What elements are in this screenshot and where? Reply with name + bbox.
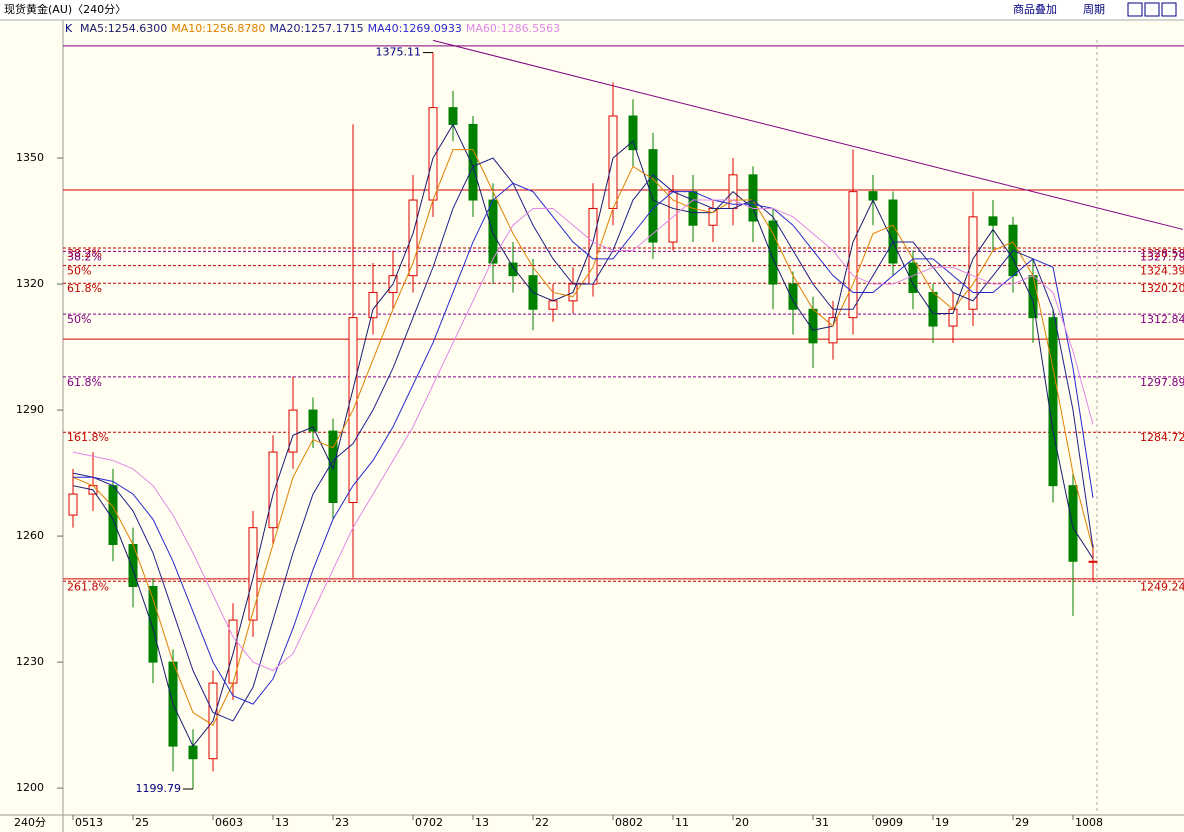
candle-body xyxy=(368,291,378,319)
x-tick-label: 19 xyxy=(935,816,949,829)
ma-line xyxy=(72,157,1094,722)
ma-line xyxy=(72,149,1094,726)
x-tick-label: 1008 xyxy=(1075,816,1103,829)
overlay-button[interactable]: 商品叠加 xyxy=(1013,2,1057,16)
candle-body xyxy=(508,262,518,277)
fib-value: 1249.24 xyxy=(1140,580,1184,593)
nav-right[interactable] xyxy=(1161,2,1177,17)
fib-value: 1324.39 xyxy=(1140,265,1184,278)
ma-line xyxy=(72,199,1094,672)
legend-entry: MA20:1257.1715 xyxy=(269,22,363,35)
x-tick-label: 20 xyxy=(735,816,749,829)
candle-body xyxy=(408,199,418,277)
candle-body xyxy=(868,191,878,201)
ma-line xyxy=(72,123,1094,748)
fib-value: 1312.84 xyxy=(1140,313,1184,326)
candle-body xyxy=(548,300,558,310)
candle-body xyxy=(268,451,278,529)
nav-both[interactable] xyxy=(1144,2,1160,17)
high-annotation: 1375.11 xyxy=(376,46,422,59)
indicator-label: K xyxy=(65,22,73,35)
candle-body xyxy=(1028,275,1038,319)
low-annotation: 1199.79 xyxy=(136,782,182,795)
x-tick-label: 25 xyxy=(135,816,149,829)
trendline xyxy=(432,39,1184,230)
x-tick-label: 0909 xyxy=(875,816,903,829)
candle-body xyxy=(788,283,798,310)
candle-body xyxy=(828,317,838,344)
candle-body xyxy=(148,585,158,663)
candle-body xyxy=(948,308,958,327)
fib-value: 1297.89 xyxy=(1140,376,1184,389)
period-label: 240分 xyxy=(14,816,46,829)
fib-value: 1327.79 xyxy=(1140,250,1184,263)
header-bar xyxy=(0,0,1184,20)
y-tick-label: 1290 xyxy=(16,403,44,416)
candle-body xyxy=(608,115,618,209)
fib-value: 1284.72 xyxy=(1140,431,1184,444)
x-tick-label: 11 xyxy=(675,816,689,829)
candle-body xyxy=(768,220,778,285)
fib-value: 1328.58 xyxy=(1140,247,1184,260)
y-tick-label: 1260 xyxy=(16,529,44,542)
nav-icons xyxy=(1127,2,1177,17)
fib-label: 261.8% xyxy=(67,580,109,593)
ma-line xyxy=(73,182,1094,705)
nav-left[interactable] xyxy=(1127,2,1143,17)
fib-label: 50% xyxy=(67,265,91,278)
legend-entry: MA10:1256.8780 xyxy=(171,22,265,35)
candle-body xyxy=(628,115,638,151)
candle-body xyxy=(468,123,478,201)
chart-title: 现货黄金(AU)〈240分〉 xyxy=(4,2,126,16)
candle-body xyxy=(248,527,258,621)
x-tick-label: 13 xyxy=(475,816,489,829)
candle-body xyxy=(68,493,78,516)
y-tick-label: 1230 xyxy=(16,655,44,668)
fib-label: 38.2% xyxy=(67,247,102,260)
candle-body xyxy=(988,216,998,226)
x-tick-label: 0513 xyxy=(75,816,103,829)
fib-value: 1320.20 xyxy=(1140,282,1184,295)
candle-body xyxy=(1088,560,1098,563)
candle-body xyxy=(1048,317,1058,487)
y-tick-label: 1350 xyxy=(16,151,44,164)
x-tick-label: 31 xyxy=(815,816,829,829)
x-tick-label: 29 xyxy=(1015,816,1029,829)
candle-body xyxy=(448,107,458,125)
candle-body xyxy=(288,409,298,453)
y-tick-label: 1200 xyxy=(16,781,44,794)
x-tick-label: 13 xyxy=(275,816,289,829)
period-button[interactable]: 周期 xyxy=(1083,3,1105,16)
y-tick-label: 1320 xyxy=(16,277,44,290)
candle-body xyxy=(848,191,858,319)
x-tick-label: 0603 xyxy=(215,816,243,829)
candle-body xyxy=(1068,485,1078,562)
x-tick-label: 22 xyxy=(535,816,549,829)
fib-label: 61.8% xyxy=(67,282,102,295)
fib-label: 50% xyxy=(67,313,91,326)
candle-body xyxy=(308,409,318,432)
candle-body xyxy=(588,207,598,285)
legend-entry: MA5:1254.6300 xyxy=(80,22,167,35)
legend-entry: MA40:1269.0933 xyxy=(368,22,462,35)
x-tick-label: 0702 xyxy=(415,816,443,829)
fib-label: 38.2% xyxy=(67,250,102,263)
candle-body xyxy=(888,199,898,264)
x-tick-label: 23 xyxy=(335,816,349,829)
candle-body xyxy=(968,216,978,310)
legend-entry: MA60:1286.5563 xyxy=(466,22,560,35)
x-tick-label: 0802 xyxy=(615,816,643,829)
candle-body xyxy=(648,149,658,243)
fib-label: 161.8% xyxy=(67,431,109,444)
candle-body xyxy=(188,745,198,760)
fib-label: 61.8% xyxy=(67,376,102,389)
candle-body xyxy=(748,174,758,222)
